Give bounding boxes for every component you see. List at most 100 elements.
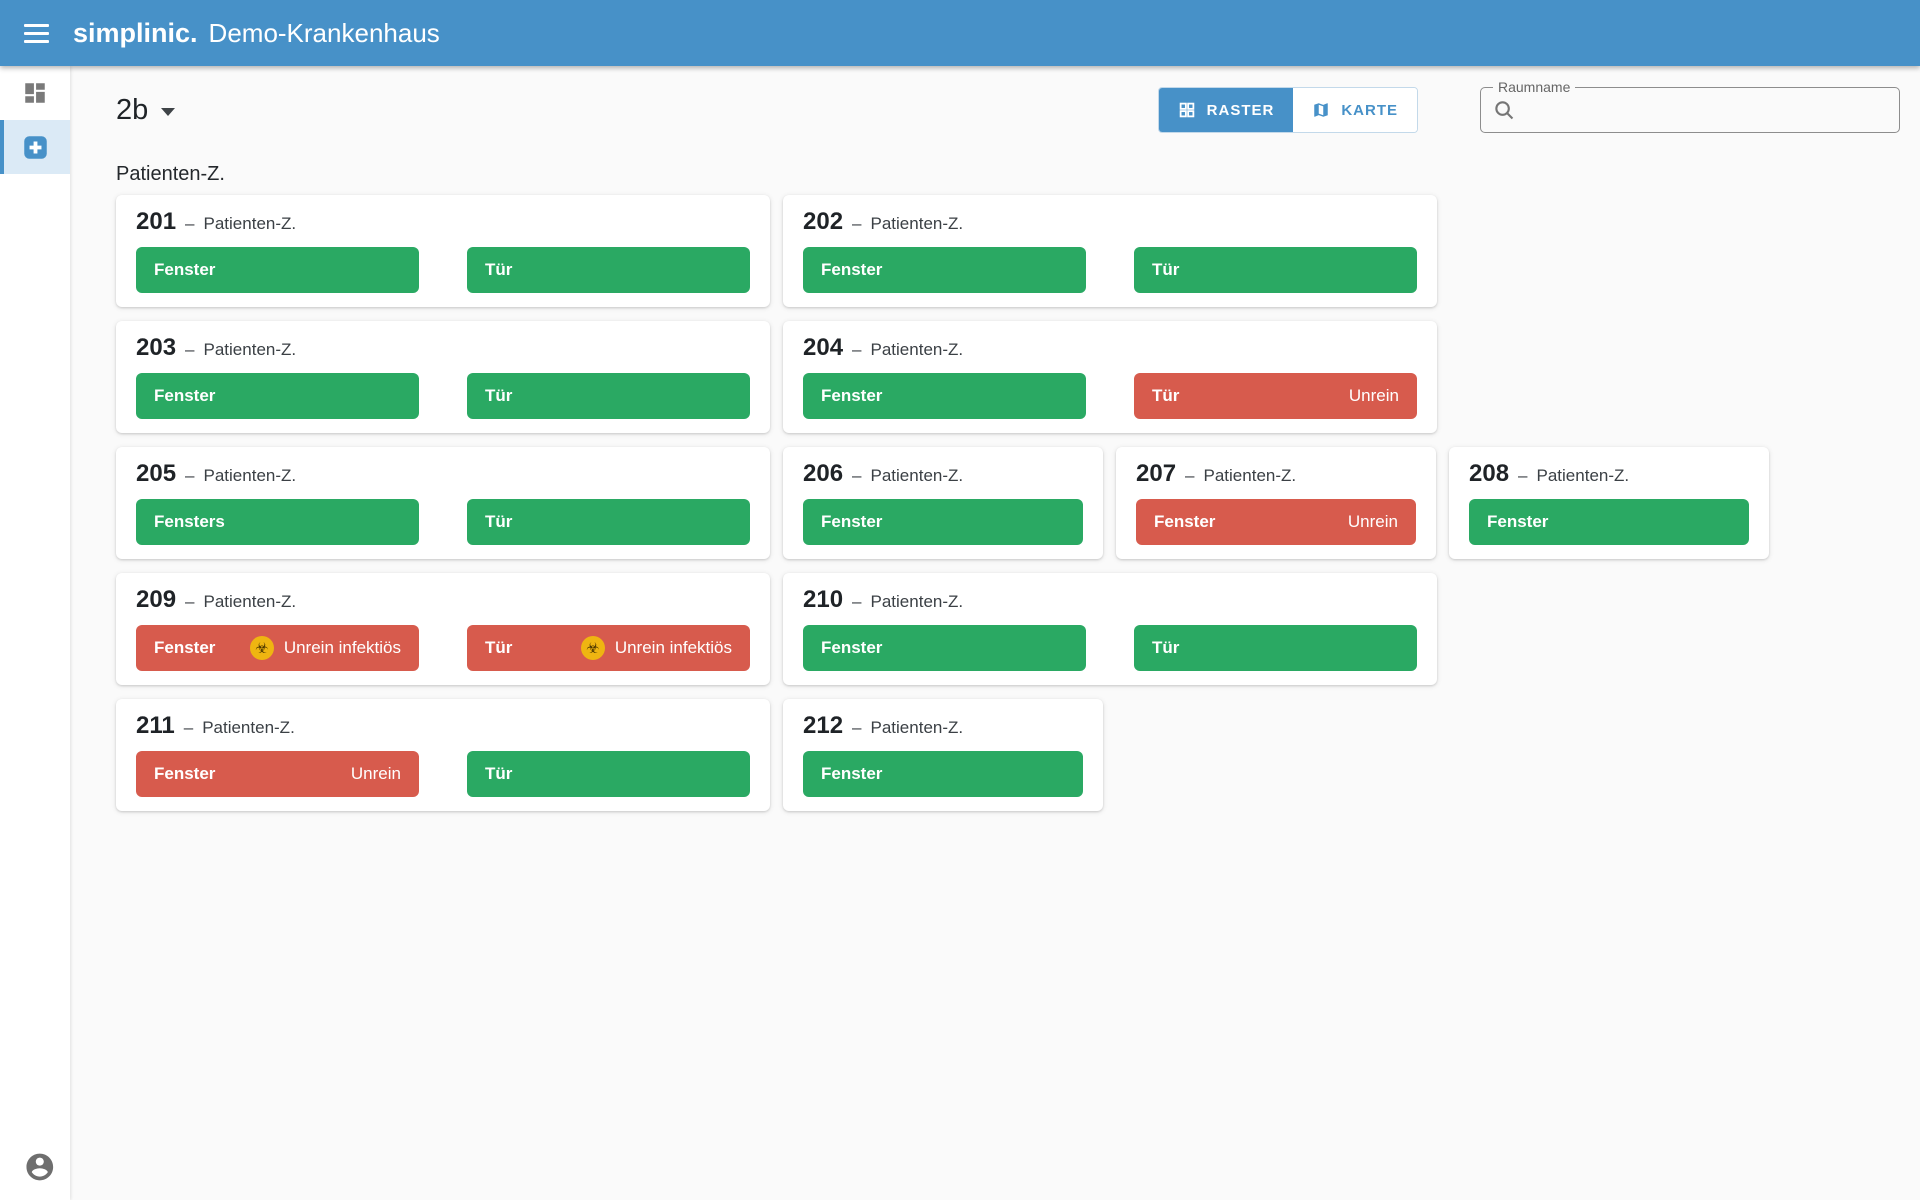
sidebar-item-dashboard[interactable] (0, 66, 70, 120)
menu-icon[interactable] (24, 23, 49, 43)
room-badges: Fensters Tür (136, 499, 750, 545)
status-badge-fenster[interactable]: Fenster (803, 499, 1083, 545)
badge-label: Tür (485, 386, 513, 405)
room-number: 212 (803, 712, 844, 739)
status-badge-fenster[interactable]: Fenster (136, 247, 419, 293)
room-card-208[interactable]: 208 – Patienten-Z. Fenster (1449, 447, 1769, 559)
badge-label: Fenster (821, 512, 883, 531)
badge-label: Fenster (154, 764, 216, 783)
status-badge-fenster[interactable]: Fenster (803, 247, 1086, 293)
room-title: 206 – Patienten-Z. (803, 460, 1083, 488)
search-input[interactable] (1526, 100, 1887, 120)
room-card-201[interactable]: 201 – Patienten-Z. Fenster Tür (116, 195, 770, 307)
status-badge-tr[interactable]: Tür (467, 247, 750, 293)
floor-selector[interactable]: 2b (116, 94, 176, 127)
room-number: 203 (136, 334, 177, 361)
title-separator: – (852, 340, 862, 359)
status-badge-fenster[interactable]: Fenster ☣ Unrein infektiös (136, 625, 419, 671)
room-number: 210 (803, 586, 844, 613)
room-title: 204 – Patienten-Z. (803, 334, 1417, 362)
room-card-210[interactable]: 210 – Patienten-Z. Fenster Tür (783, 573, 1437, 685)
status-badge-fenster[interactable]: Fenster (1469, 499, 1749, 545)
room-type: Patienten-Z. (870, 214, 964, 233)
status-badge-fenster[interactable]: Fenster Unrein (136, 751, 419, 797)
badge-label: Tür (485, 764, 513, 783)
room-badges: Fenster Tür Unrein (803, 373, 1417, 419)
room-card-205[interactable]: 205 – Patienten-Z. Fensters Tür (116, 447, 770, 559)
room-number: 208 (1469, 460, 1510, 487)
badge-status: Unrein (351, 764, 401, 784)
status-badge-fenster[interactable]: Fenster (803, 373, 1086, 419)
badge-label: Tür (1152, 386, 1180, 405)
room-number: 206 (803, 460, 844, 487)
raster-label: RASTER (1206, 101, 1275, 119)
rooms-grid: 201 – Patienten-Z. Fenster Tür 202 – Pati… (116, 195, 1774, 811)
status-badge-fenster[interactable]: Fenster (803, 625, 1086, 671)
badge-label: Tür (1152, 638, 1180, 657)
room-card-212[interactable]: 212 – Patienten-Z. Fenster (783, 699, 1103, 811)
room-card-209[interactable]: 209 – Patienten-Z. Fenster ☣ Unrein infekt… (116, 573, 770, 685)
biohazard-icon: ☣ (580, 636, 605, 660)
badge-label: Fenster (821, 638, 883, 657)
badge-label: Fensters (154, 512, 225, 531)
room-card-207[interactable]: 207 – Patienten-Z. Fenster Unrein (1116, 447, 1436, 559)
chevron-down-icon (161, 108, 176, 116)
karte-view-button[interactable]: KARTE (1293, 88, 1417, 132)
room-type: Patienten-Z. (1536, 466, 1630, 485)
status-badge-fenster[interactable]: Fenster (136, 373, 419, 419)
app-bar: simplinic. Demo-Krankenhaus (0, 0, 1920, 66)
section-label: Patienten-Z. (116, 163, 225, 185)
room-card-202[interactable]: 202 – Patienten-Z. Fenster Tür (783, 195, 1437, 307)
badge-label: Tür (485, 512, 513, 531)
badge-status: Unrein (1349, 386, 1399, 406)
status-badge-tr[interactable]: Tür (467, 751, 750, 797)
badge-label: Fenster (154, 260, 216, 279)
room-number: 205 (136, 460, 177, 487)
title-separator: – (185, 592, 195, 611)
room-title: 210 – Patienten-Z. (803, 586, 1417, 614)
room-card-204[interactable]: 204 – Patienten-Z. Fenster Tür Unrein (783, 321, 1437, 433)
room-number: 202 (803, 208, 844, 235)
status-badge-tr[interactable]: Tür (467, 499, 750, 545)
room-card-203[interactable]: 203 – Patienten-Z. Fenster Tür (116, 321, 770, 433)
badge-status-text: Unrein infektiös (283, 638, 401, 657)
status-badge-tr[interactable]: Tür Unrein (1134, 373, 1417, 419)
sidebar-item-rooms[interactable] (0, 120, 70, 174)
room-title: 212 – Patienten-Z. (803, 712, 1083, 740)
title-separator: – (1185, 466, 1195, 485)
raster-view-button[interactable]: RASTER (1158, 88, 1294, 132)
account-icon[interactable] (24, 1151, 56, 1188)
room-title: 201 – Patienten-Z. (136, 208, 750, 236)
status-badge-tr[interactable]: Tür ☣ Unrein infektiös (467, 625, 750, 671)
title-separator: – (852, 466, 862, 485)
status-badge-tr[interactable]: Tür (1134, 625, 1417, 671)
badge-status: ☣ Unrein infektiös (580, 636, 732, 660)
status-badge-tr[interactable]: Tür (1134, 247, 1417, 293)
room-type: Patienten-Z. (870, 340, 964, 359)
view-toggle: RASTER KARTE (1157, 87, 1418, 133)
title-separator: – (185, 214, 195, 233)
toolbar: 2b RASTER KARTE (70, 66, 1920, 133)
status-badge-fensters[interactable]: Fensters (136, 499, 419, 545)
room-title: 203 – Patienten-Z. (136, 334, 750, 362)
app-title: simplinic. Demo-Krankenhaus (73, 18, 440, 49)
room-number: 204 (803, 334, 844, 361)
badge-label: Fenster (1487, 512, 1549, 531)
title-separator: – (852, 214, 862, 233)
room-type: Patienten-Z. (203, 592, 297, 611)
grid-icon (1179, 102, 1194, 118)
status-badge-tr[interactable]: Tür (467, 373, 750, 419)
room-type: Patienten-Z. (870, 718, 964, 737)
status-badge-fenster[interactable]: Fenster Unrein (1136, 499, 1416, 545)
badge-status-text: Unrein (1347, 512, 1398, 531)
title-separator: – (852, 718, 862, 737)
room-badges: Fenster Tür (136, 247, 750, 293)
badge-label: Fenster (821, 386, 883, 405)
badge-status-text: Unrein infektiös (614, 638, 732, 657)
status-badge-fenster[interactable]: Fenster (803, 751, 1083, 797)
room-card-206[interactable]: 206 – Patienten-Z. Fenster (783, 447, 1103, 559)
room-type: Patienten-Z. (203, 214, 297, 233)
room-title: 207 – Patienten-Z. (1136, 460, 1416, 488)
room-card-211[interactable]: 211 – Patienten-Z. Fenster Unrein Tür (116, 699, 770, 811)
room-number: 201 (136, 208, 177, 235)
